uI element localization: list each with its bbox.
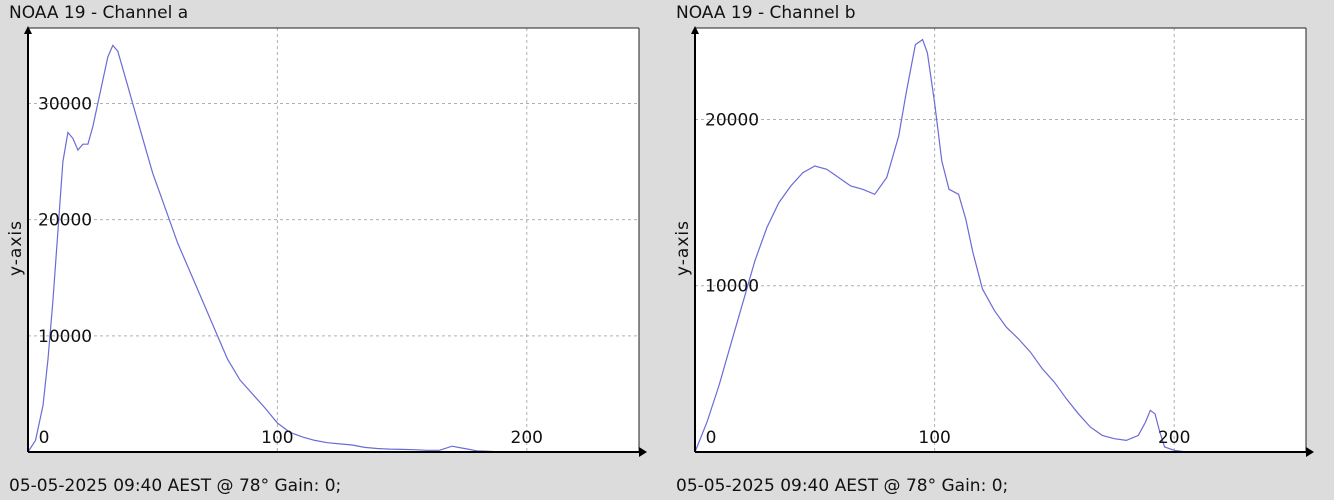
y-tick-label: 10000 [38, 327, 92, 347]
plot-background [28, 28, 639, 452]
y-axis-label: y-axis [6, 220, 26, 276]
chart-panel-channel-b: NOAA 19 - Channel b 0 100 200 10000 20000 y-… [667, 0, 1334, 500]
pass-info-footer: 05-05-2025 09:40 AEST @ 78° Gain: 0; [676, 476, 1009, 496]
pass-info-footer: 05-05-2025 09:40 AEST @ 78° Gain: 0; [9, 476, 342, 496]
y-tick-label: 20000 [38, 211, 92, 231]
series-line [27, 44, 502, 453]
y-axis-label: y-axis [673, 220, 693, 276]
y-tick-label: 20000 [705, 110, 759, 130]
x-tick-label: 200 [511, 428, 543, 448]
chart-plot-area-channel-b: 0 100 200 10000 20000 [691, 26, 1314, 457]
chart-panel-channel-a: NOAA 19 - Channel a 0 100 200 10000 20000 300… [6, 3, 647, 496]
series-line [694, 38, 1187, 453]
plot-background [695, 28, 1306, 452]
x-axis-arrow [639, 447, 647, 457]
x-tick-label: 100 [918, 428, 950, 448]
x-tick-label: 0 [706, 428, 717, 448]
y-axis-arrow [691, 26, 699, 34]
chart-title: NOAA 19 - Channel b [676, 3, 856, 23]
x-tick-label: 200 [1158, 428, 1190, 448]
x-tick-label: 100 [261, 428, 293, 448]
y-axis-arrow [24, 26, 32, 34]
x-tick-label: 0 [39, 428, 50, 448]
chart-title: NOAA 19 - Channel a [9, 3, 189, 23]
x-axis-arrow [1306, 447, 1314, 457]
y-tick-label: 30000 [38, 95, 92, 115]
chart-plot-area-channel-a: 0 100 200 10000 20000 30000 [24, 26, 647, 457]
y-tick-label: 10000 [705, 277, 759, 297]
